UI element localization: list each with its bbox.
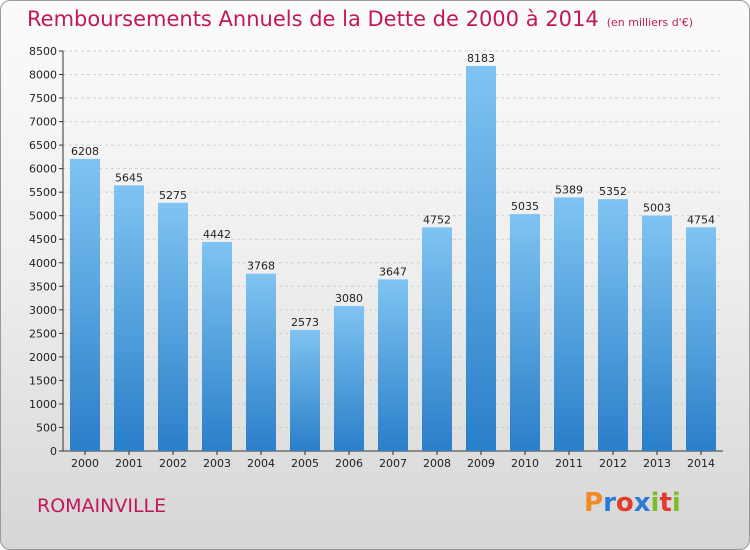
y-tick-label: 4500: [29, 233, 57, 246]
bar-2008: [422, 227, 452, 451]
logo-letter: o: [615, 488, 634, 518]
x-tick-label: 2006: [335, 457, 363, 470]
x-tick-label: 2000: [71, 457, 99, 470]
y-tick-label: 2000: [29, 351, 57, 364]
city-name: ROMAINVILLE: [37, 495, 167, 517]
bar-2011: [554, 197, 584, 451]
bar-value-label: 4754: [687, 213, 715, 226]
logo-letter: i: [650, 488, 660, 518]
y-tick-label: 500: [36, 421, 57, 434]
y-tick-label: 1500: [29, 374, 57, 387]
logo-letter: r: [603, 488, 616, 518]
x-tick-label: 2001: [115, 457, 143, 470]
chart-title: Remboursements Annuels de la Dette de 20…: [27, 7, 693, 31]
bar-value-label: 5645: [115, 171, 143, 184]
bar-value-label: 2573: [291, 316, 319, 329]
bar-2003: [202, 241, 232, 451]
bar-value-label: 4442: [203, 228, 231, 241]
bar-value-label: 5275: [159, 189, 187, 202]
bar-value-label: 6208: [71, 145, 99, 158]
chart-title-text: Remboursements Annuels de la Dette de 20…: [27, 7, 599, 31]
y-tick-label: 6000: [29, 163, 57, 176]
bar-2005: [290, 329, 320, 451]
x-tick-label: 2009: [467, 457, 495, 470]
x-tick-label: 2007: [379, 457, 407, 470]
x-tick-label: 2004: [247, 457, 275, 470]
y-tick-label: 2500: [29, 327, 57, 340]
logo-letter: P: [584, 488, 604, 518]
logo-letter: x: [633, 488, 651, 518]
y-tick-label: 7500: [29, 92, 57, 105]
logo-letter: i: [671, 488, 681, 518]
x-tick-label: 2012: [599, 457, 627, 470]
logo-letter: t: [659, 488, 672, 518]
x-tick-label: 2010: [511, 457, 539, 470]
y-tick-label: 5000: [29, 210, 57, 223]
bar-value-label: 5352: [599, 185, 627, 198]
bar-value-label: 5389: [555, 183, 583, 196]
bar-2004: [246, 273, 276, 451]
bar-2002: [158, 202, 188, 451]
y-tick-label: 8000: [29, 69, 57, 82]
bar-2010: [510, 214, 540, 451]
proxiti-logo: Proxiti: [584, 488, 681, 518]
bar-value-label: 5035: [511, 200, 539, 213]
chart-subtitle: (en milliers d'€): [606, 16, 693, 29]
x-tick-label: 2002: [159, 457, 187, 470]
bar-2012: [598, 199, 628, 451]
bar-2006: [334, 306, 364, 451]
x-tick-label: 2013: [643, 457, 671, 470]
x-tick-label: 2003: [203, 457, 231, 470]
y-tick-label: 1000: [29, 398, 57, 411]
y-tick-label: 3000: [29, 304, 57, 317]
x-tick-label: 2008: [423, 457, 451, 470]
bar-value-label: 3080: [335, 292, 363, 305]
bar-2009: [466, 65, 496, 451]
y-tick-label: 4000: [29, 257, 57, 270]
bar-value-label: 3768: [247, 260, 275, 273]
bar-2014: [686, 227, 716, 451]
x-tick-label: 2014: [687, 457, 715, 470]
x-tick-label: 2011: [555, 457, 583, 470]
y-tick-label: 7000: [29, 116, 57, 129]
bar-value-label: 8183: [467, 52, 495, 65]
y-tick-label: 3500: [29, 280, 57, 293]
y-tick-label: 6500: [29, 139, 57, 152]
bar-value-label: 5003: [643, 202, 671, 215]
x-tick-label: 2005: [291, 457, 319, 470]
y-tick-label: 8500: [29, 45, 57, 58]
bar-value-label: 3647: [379, 265, 407, 278]
bar-2000: [70, 158, 100, 451]
y-tick-label: 5500: [29, 186, 57, 199]
bar-value-label: 4752: [423, 213, 451, 226]
bar-2007: [378, 279, 408, 451]
bar-2001: [114, 185, 144, 451]
y-tick-label: 0: [50, 445, 57, 458]
bar-2013: [642, 215, 672, 451]
